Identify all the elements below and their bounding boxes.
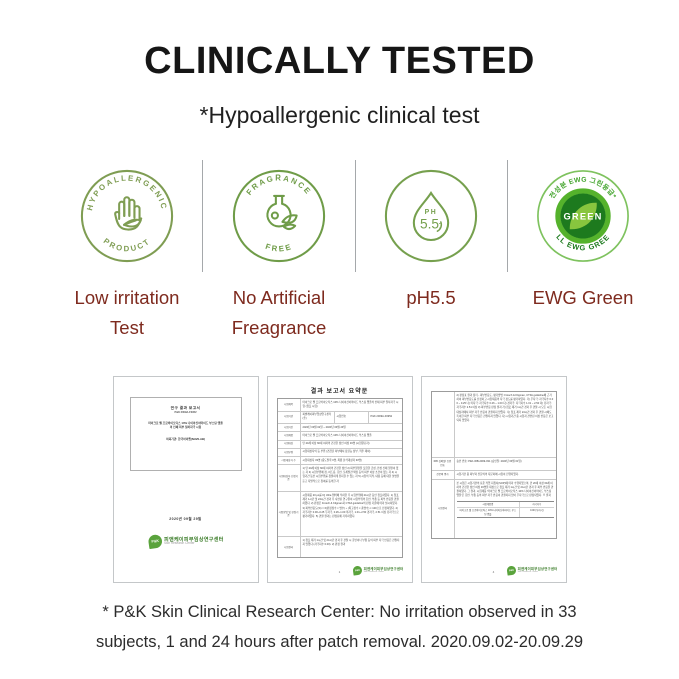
page-subtitle: *Hypoallergenic clinical test bbox=[199, 102, 480, 128]
cover-line: 연구 결과 보고서 bbox=[170, 406, 201, 410]
cover-line: 마이크로 밸 프로바이오틱스 10% 나이아신아마이드 부스팅 앰플 bbox=[148, 420, 223, 425]
badges-row: HYPOALLERGENIC PRODUCT bbox=[51, 160, 659, 272]
label-no-artificial-fragrance: No Artificial Freagrance bbox=[231, 287, 327, 338]
badge-ph55: PH 5.5 ; bbox=[354, 160, 507, 272]
badge-fragrance-free: FRAGRANCE FREE bbox=[202, 160, 354, 272]
footnote-line-2: subjects, 1 and 24 hours after patch rem… bbox=[95, 632, 584, 651]
label-ph55: pH5.5 bbox=[406, 287, 456, 308]
table-row: 시험대상자 선정기준 1) 만 20세 이상 60세 이하의 건강한 성인 2) … bbox=[277, 465, 402, 493]
svg-text:HYPOALLERGENIC: HYPOALLERGENIC bbox=[85, 173, 169, 211]
table-row: 시험제품 마이크로 밸 프로바이오틱스 10% 나이아신아마이드 부스팅 앰플 bbox=[277, 432, 402, 441]
report-summary-title: 결과 보고서 요약문 bbox=[310, 389, 369, 395]
logo-leaf-icon: P&K bbox=[352, 565, 363, 576]
table-row: 시험제목 마이크로 밸 프로바이오틱스 10% 나이아신아마이드 부스팅 앰플의 … bbox=[277, 399, 402, 412]
report-table-2: 시험제목 마이크로 밸 프로바이오틱스 10% 나이아신아마이드 부스팅 앰플의 … bbox=[276, 398, 403, 559]
footnote-line-1: * P&K Skin Clinical Research Center: No … bbox=[102, 603, 577, 621]
table-row: 시험방법 및 판정기준 시험제품 20 μL를 IQ Ultra 챔버에 적하한 … bbox=[277, 492, 402, 538]
page-number: 4 bbox=[492, 570, 495, 574]
table-row: 시험부위 시험대상자의 등 부위 (견갑골 하부에서 장골능 상부, 척추 제외) bbox=[277, 448, 402, 458]
leaf-icon: GREEN 전성분 EWG 그린등급* ALL EWG GREEN bbox=[534, 167, 630, 262]
table-row: IRB 심의일/ 승인 번호 승인 번호: P&K-IRB-2009-031 (승… bbox=[431, 458, 556, 471]
cover-line: 의뢰기관: 한국아이랩(NAVILAB) bbox=[166, 437, 205, 442]
badge-labels-row: Low irritation Test No Artificial Freagr… bbox=[51, 283, 659, 342]
water-drop-icon: PH 5.5 ; bbox=[385, 169, 478, 263]
table-row: 시험결과 1) 첩포 제거 1시간 및 24시간 경과 후 관찰 시 홍반이나 부… bbox=[278, 537, 402, 558]
pk-logo: P&K 피앤케이피부임상연구센터 Skin Research Center bbox=[146, 533, 224, 550]
logo-leaf-icon: P&K bbox=[146, 533, 163, 550]
report-cover-box: 연구 결과 보고서 P&K 2009A-F0952 마이크로 밸 프로바이오틱스 1… bbox=[129, 397, 242, 471]
pk-logo: P&K 피앤케이피부임상연구센터 Skin Research Center bbox=[352, 565, 403, 576]
label-ewg-green: EWG Green bbox=[532, 287, 634, 308]
hand-leaf-icon: HYPOALLERGENIC PRODUCT bbox=[80, 169, 173, 263]
logo-leaf-icon: P&K bbox=[506, 565, 517, 576]
svg-text:GREEN: GREEN bbox=[564, 211, 603, 221]
badge-hypoallergenic: HYPOALLERGENIC PRODUCT bbox=[51, 160, 202, 272]
cover-line: 의 인체 피부 일차자극 시험 bbox=[169, 425, 202, 430]
svg-text:PRODUCT: PRODUCT bbox=[101, 236, 152, 253]
table-row: 2) 판정표 결과 정리 - 피부반응도, 평가방법: Frosch & Kli… bbox=[431, 392, 556, 458]
document-page-summary: 결과 보고서 요약문 시험제목 마이크로 밸 프로바이오틱스 10% 나이아신아마… bbox=[266, 376, 413, 583]
footnote: * P&K Skin Clinical Research Center: No … bbox=[0, 598, 679, 657]
documents-row: 연구 결과 보고서 P&K 2009A-F0952 마이크로 밸 프로바이오틱스 1… bbox=[0, 376, 679, 583]
document-page-results: 2) 판정표 결과 정리 - 피부반응도, 평가방법: Frosch & Kli… bbox=[420, 376, 567, 583]
pk-logo: P&K 피앤케이피부임상연구센터 Skin Research Center bbox=[506, 565, 557, 576]
table-row: 시험대상 만 20세 이상 60세 이하의 건강한 성인 여성 33명 (시험완료… bbox=[277, 440, 402, 449]
flask-leaf-icon: FRAGRANCE FREE bbox=[232, 169, 325, 263]
cover-line: P&K 2009A-F0952 bbox=[174, 411, 197, 415]
report-table-3: 2) 판정표 결과 정리 - 피부반응도, 평가방법: Frosch & Kli… bbox=[430, 391, 557, 539]
badge-ewg-green: GREEN 전성분 EWG 그린등급* ALL EWG GREEN bbox=[506, 160, 659, 272]
svg-text:PH: PH bbox=[425, 209, 438, 216]
label-low-irritation: Low irritation Test bbox=[74, 287, 180, 338]
table-row: 시험결과 본 시험은 시험기관의 표준 작업 지침서(SOP)에 따라 수행되었으… bbox=[432, 480, 556, 538]
svg-text:5.5: 5.5 bbox=[420, 216, 439, 231]
page-title: CLINICALLY TESTED bbox=[144, 40, 535, 82]
table-row: 시험기간 2020년 09월 02일 ~ 2020년 09월 29일 bbox=[277, 424, 402, 433]
svg-text:;: ; bbox=[438, 221, 441, 232]
table-row: 시험기관 피앤케이피부임상연구센터(주) 시험번호 P&K 2009A-F0952 bbox=[277, 411, 402, 425]
table-row: 전문의 평가 시험기간 중 피부과 전문의의 자문하에 시험이 진행되었다. bbox=[431, 471, 556, 480]
result-subtable: 시험제품명 자극지수 마이크로 밸 프로바이오틱스 10% 나이아신아마이드 부스팅… bbox=[456, 500, 554, 519]
page-number: 1 bbox=[338, 570, 341, 574]
document-page-cover: 연구 결과 보고서 P&K 2009A-F0952 마이크로 밸 프로바이오틱스 1… bbox=[112, 376, 259, 583]
report-date: 2020년 09월 29일 bbox=[169, 517, 202, 521]
table-row: 시험대상자 수 시험대상자 33명 (중도탈락 0명, 최종 분석대상자 33명) bbox=[277, 457, 402, 466]
svg-text:FREE: FREE bbox=[264, 242, 293, 254]
